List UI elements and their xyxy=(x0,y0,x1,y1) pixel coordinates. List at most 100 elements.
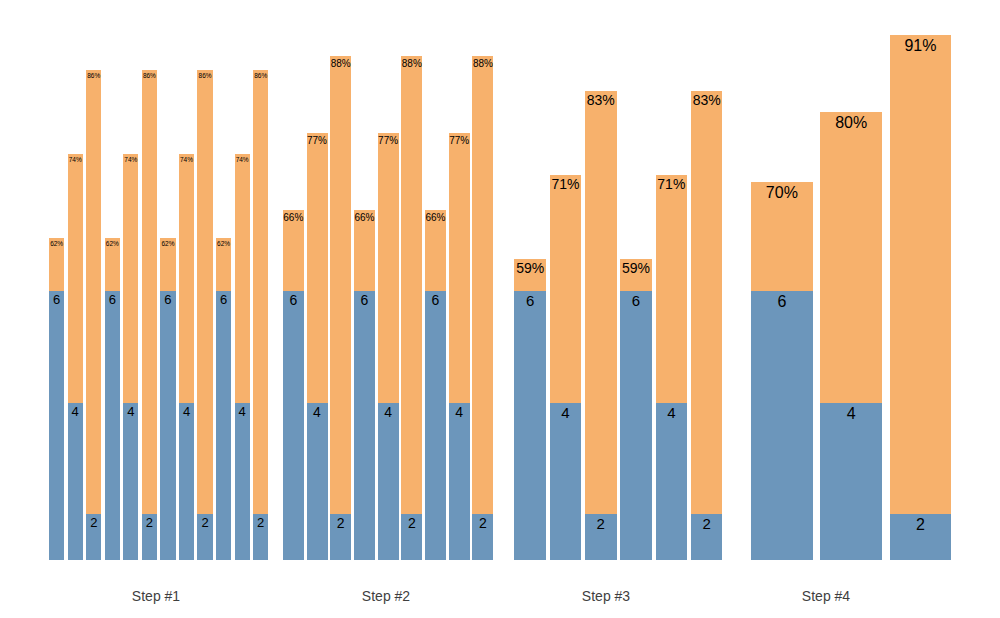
bar-value-label: 4 xyxy=(651,405,693,422)
bar-value-label: 4 xyxy=(815,405,887,423)
stacked-bar: 62%6 xyxy=(216,238,231,560)
group-label-step-2: Step #2 xyxy=(362,588,410,604)
bar-percent-label: 71% xyxy=(646,177,698,192)
bar-value-label: 4 xyxy=(444,405,475,420)
stacked-bar: 83%2 xyxy=(585,91,617,560)
bar-percent-label: 80% xyxy=(810,114,892,132)
stacked-bar: 62%6 xyxy=(160,238,175,560)
bar-blue-segment: 6 xyxy=(354,291,375,560)
bar-percent-label: 91% xyxy=(880,37,962,55)
stacked-bar: 74%4 xyxy=(68,154,83,560)
bar-percent-label: 86% xyxy=(187,72,222,79)
bar-percent-label: 71% xyxy=(540,177,592,192)
bar-value-label: 6 xyxy=(44,293,69,307)
stacked-bar: 66%6 xyxy=(354,210,375,560)
bar-blue-segment: 4 xyxy=(550,403,582,560)
bar-percent-label: 83% xyxy=(681,93,733,108)
bar-value-label: 2 xyxy=(580,516,622,533)
stacked-bar: 74%4 xyxy=(235,154,250,560)
bar-blue-segment: 2 xyxy=(330,514,351,560)
bar-blue-segment: 6 xyxy=(283,291,304,560)
bar-value-label: 6 xyxy=(155,293,180,307)
stacked-bar: 77%4 xyxy=(307,133,328,560)
bar-percent-label: 83% xyxy=(575,93,627,108)
bar-blue-segment: 2 xyxy=(253,514,268,560)
stacked-bar: 77%4 xyxy=(449,133,470,560)
stacked-bar: 74%4 xyxy=(179,154,194,560)
bar-value-label: 4 xyxy=(118,405,143,419)
stacked-bar: 77%4 xyxy=(378,133,399,560)
bar-percent-label: 86% xyxy=(132,72,167,79)
stacked-bar: 86%2 xyxy=(253,70,268,560)
bar-blue-segment: 4 xyxy=(235,403,250,560)
bar-blue-segment: 2 xyxy=(472,514,493,560)
bar-percent-label: 86% xyxy=(76,72,111,79)
group-label-step-3: Step #3 xyxy=(582,588,630,604)
bar-blue-segment: 2 xyxy=(142,514,157,560)
bar-value-label: 2 xyxy=(396,516,427,531)
bar-value-label: 6 xyxy=(509,293,551,310)
stacked-bar: 71%4 xyxy=(656,175,688,560)
bar-blue-segment: 2 xyxy=(86,514,101,560)
bar-blue-segment: 2 xyxy=(890,514,952,560)
stacked-bar: 71%4 xyxy=(550,175,582,560)
bar-blue-segment: 4 xyxy=(307,403,328,560)
bar-value-label: 6 xyxy=(349,293,380,308)
bar-blue-segment: 6 xyxy=(49,291,64,560)
bar-percent-label: 88% xyxy=(391,58,432,69)
bar-value-label: 2 xyxy=(248,516,273,530)
stacked-bar: 70%6 xyxy=(751,182,813,560)
bar-value-label: 6 xyxy=(420,293,451,308)
bar-blue-segment: 2 xyxy=(585,514,617,560)
stacked-bar: 86%2 xyxy=(86,70,101,560)
bar-percent-label: 86% xyxy=(243,72,278,79)
bar-blue-segment: 4 xyxy=(656,403,688,560)
bar-blue-segment: 6 xyxy=(105,291,120,560)
bar-value-label: 2 xyxy=(325,516,356,531)
bar-value-label: 2 xyxy=(81,516,106,530)
bar-percent-label: 88% xyxy=(462,58,503,69)
bar-value-label: 4 xyxy=(545,405,587,422)
bar-blue-segment: 4 xyxy=(378,403,399,560)
bar-blue-segment: 2 xyxy=(401,514,422,560)
stacked-bar: 59%6 xyxy=(620,259,652,560)
bar-value-label: 2 xyxy=(137,516,162,530)
bar-blue-segment: 4 xyxy=(820,403,882,560)
stacked-bar: 86%2 xyxy=(142,70,157,560)
bar-value-label: 2 xyxy=(467,516,498,531)
bar-blue-segment: 4 xyxy=(449,403,470,560)
bar-percent-label: 59% xyxy=(610,261,662,276)
bar-blue-segment: 6 xyxy=(160,291,175,560)
bar-value-label: 6 xyxy=(278,293,309,308)
stacked-bar: 62%6 xyxy=(49,238,64,560)
bar-blue-segment: 2 xyxy=(691,514,723,560)
bar-blue-segment: 6 xyxy=(751,291,813,560)
stacked-bar: 66%6 xyxy=(283,210,304,560)
group-label-step-4: Step #4 xyxy=(802,588,850,604)
stacked-bar-chart: 62%674%486%262%674%486%262%674%486%262%6… xyxy=(0,0,1000,618)
stacked-bar: 66%6 xyxy=(425,210,446,560)
bar-value-label: 2 xyxy=(686,516,728,533)
bar-blue-segment: 2 xyxy=(197,514,212,560)
group-label-step-1: Step #1 xyxy=(132,588,180,604)
stacked-bar: 86%2 xyxy=(197,70,212,560)
bar-percent-label: 88% xyxy=(320,58,361,69)
bar-value-label: 6 xyxy=(615,293,657,310)
bar-blue-segment: 6 xyxy=(216,291,231,560)
stacked-bar: 83%2 xyxy=(691,91,723,560)
stacked-bar: 80%4 xyxy=(820,112,882,560)
stacked-bar: 59%6 xyxy=(514,259,546,560)
bar-value-label: 6 xyxy=(100,293,125,307)
bar-blue-segment: 6 xyxy=(620,291,652,560)
bar-value-label: 4 xyxy=(174,405,199,419)
bar-blue-segment: 4 xyxy=(68,403,83,560)
bar-blue-segment: 4 xyxy=(179,403,194,560)
bar-value-label: 4 xyxy=(302,405,333,420)
bar-blue-segment: 4 xyxy=(123,403,138,560)
stacked-bar: 91%2 xyxy=(890,35,952,560)
bar-value-label: 4 xyxy=(63,405,88,419)
bar-value-label: 2 xyxy=(192,516,217,530)
bar-value-label: 6 xyxy=(211,293,236,307)
bar-value-label: 6 xyxy=(746,293,818,311)
bar-percent-label: 59% xyxy=(504,261,556,276)
